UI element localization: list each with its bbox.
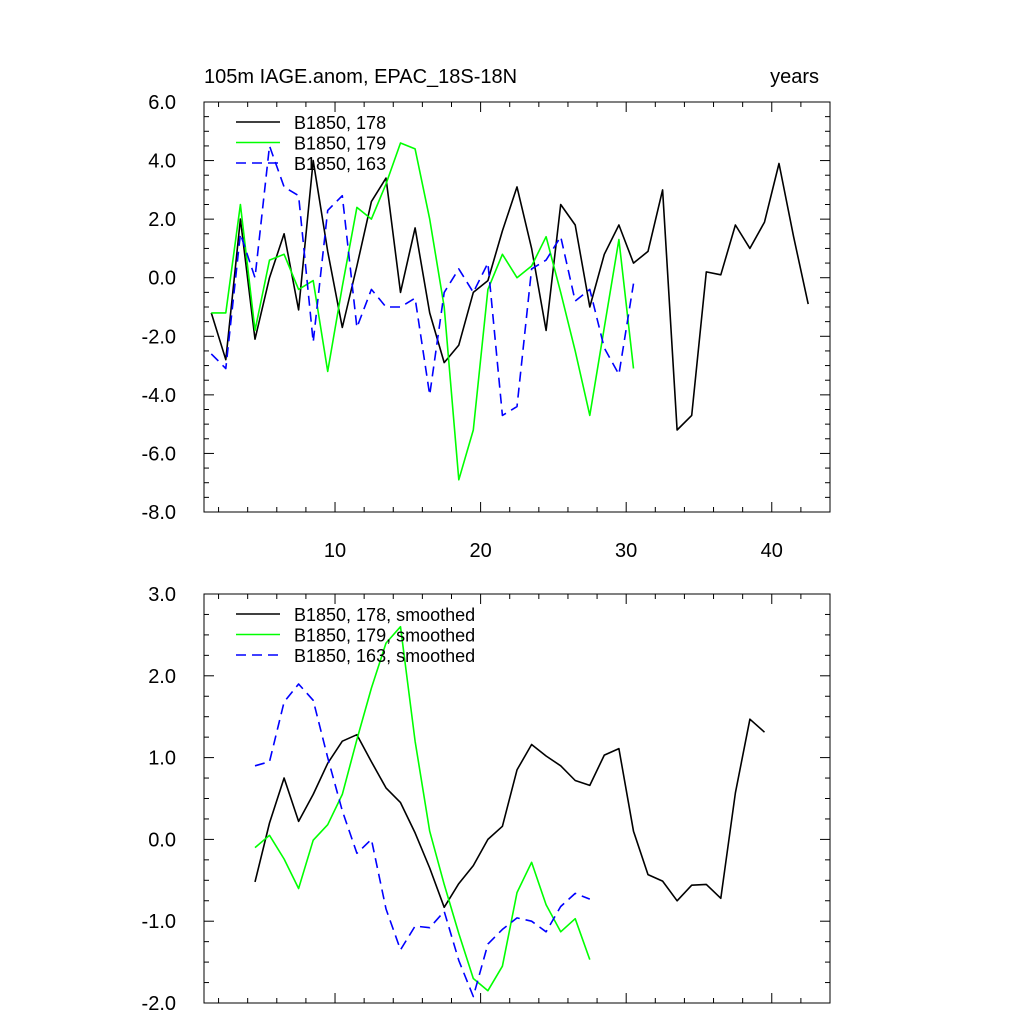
y-tick-label: -8.0	[142, 502, 176, 524]
series-line-2	[210, 145, 635, 417]
series-line-2	[254, 683, 591, 998]
y-tick-label: -4.0	[142, 385, 176, 407]
legend-label: B1850, 178	[294, 113, 386, 133]
y-tick-label: 6.0	[148, 92, 176, 114]
series-line-1	[254, 625, 591, 992]
legend-label: B1850, 179	[294, 134, 386, 154]
legend-label: B1850, 179, smoothed	[294, 626, 475, 646]
y-tick-label: -2.0	[142, 993, 176, 1015]
y-tick-label: -1.0	[142, 911, 176, 933]
x-tick-label: 30	[615, 540, 637, 562]
y-tick-label: 0.0	[148, 268, 176, 290]
y-tick-label: 4.0	[148, 151, 176, 173]
y-tick-label: 1.0	[148, 748, 176, 770]
series-line-0	[210, 159, 809, 431]
chart-title: 105m IAGE.anom, EPAC_18S-18N	[204, 66, 517, 88]
y-tick-label: 2.0	[148, 666, 176, 688]
x-tick-label: 40	[761, 540, 783, 562]
x-tick-label: 20	[469, 540, 491, 562]
bottom-panel: 3.0 2.0 1.0 0.0 -1.0 -2.0 B1850, 178, smoothed…	[142, 584, 831, 1015]
legend-label: B1850, 178, smoothed	[294, 605, 475, 625]
chart-title-units: years	[770, 66, 819, 88]
top-panel: 105m IAGE.anom, EPAC_18S-18N years 6.0 4.…	[142, 66, 831, 562]
legend-label: B1850, 163, smoothed	[294, 646, 475, 666]
y-tick-label: -2.0	[142, 326, 176, 348]
legend-label: B1850, 163	[294, 154, 386, 174]
y-tick-label: 0.0	[148, 829, 176, 851]
series-line-1	[211, 142, 635, 481]
y-tick-label: -6.0	[142, 443, 176, 465]
x-tick-label: 10	[324, 540, 346, 562]
series-line-0	[254, 718, 766, 909]
y-tick-label: 3.0	[148, 584, 176, 606]
y-tick-label: 2.0	[148, 209, 176, 231]
